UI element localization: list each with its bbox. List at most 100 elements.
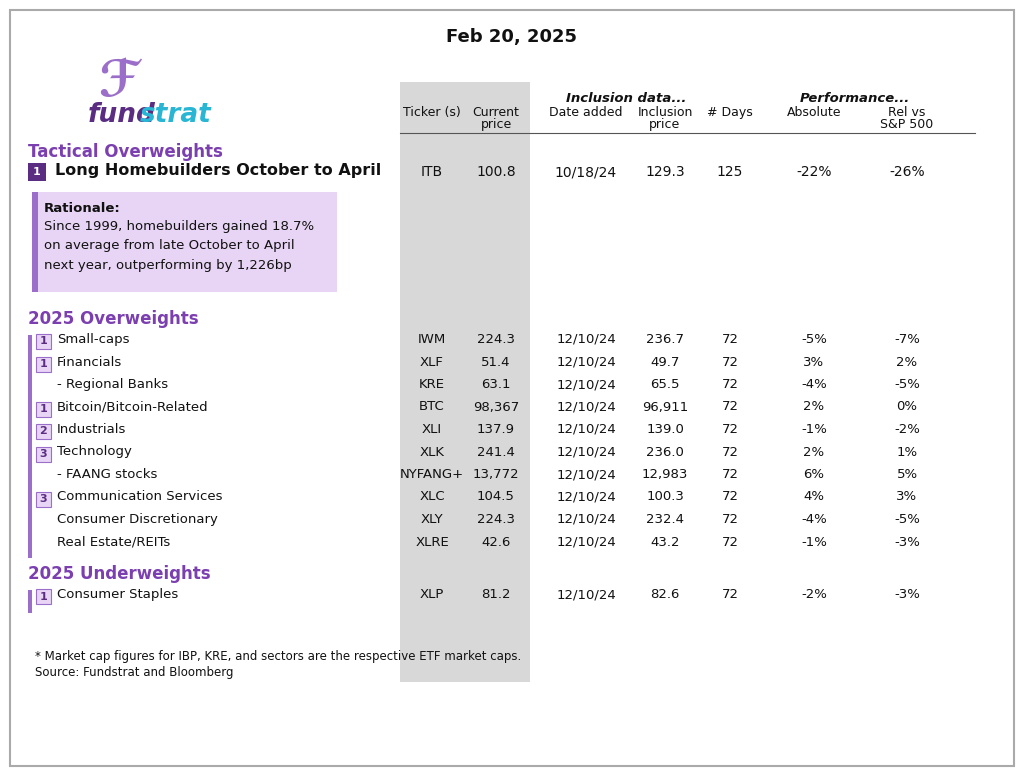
Text: fund: fund (88, 102, 156, 128)
Text: 82.6: 82.6 (650, 588, 680, 601)
Text: 125: 125 (717, 165, 743, 179)
Text: Ticker (s): Ticker (s) (403, 106, 461, 119)
Text: IWM: IWM (418, 333, 446, 346)
Text: ITB: ITB (421, 165, 443, 179)
Text: Consumer Staples: Consumer Staples (57, 588, 178, 601)
Text: 12/10/24: 12/10/24 (556, 400, 615, 414)
Text: Bitcoin/Bitcoin-Related: Bitcoin/Bitcoin-Related (57, 400, 209, 414)
Text: 4%: 4% (804, 490, 824, 504)
Text: 2025 Overweights: 2025 Overweights (28, 310, 199, 328)
Text: 6%: 6% (804, 468, 824, 481)
Text: 72: 72 (722, 490, 738, 504)
Text: 12/10/24: 12/10/24 (556, 445, 615, 459)
Text: Current: Current (472, 106, 519, 119)
Text: Communication Services: Communication Services (57, 490, 222, 504)
Text: -7%: -7% (894, 333, 920, 346)
Text: BTC: BTC (419, 400, 444, 414)
Bar (32, 192, 337, 292)
Bar (36, 356, 51, 372)
Text: -2%: -2% (894, 423, 920, 436)
Text: 12/10/24: 12/10/24 (556, 513, 615, 526)
Text: Consumer Discretionary: Consumer Discretionary (57, 513, 218, 526)
Text: 10/18/24: 10/18/24 (555, 165, 617, 179)
Text: 65.5: 65.5 (650, 378, 680, 391)
Text: 2%: 2% (896, 355, 918, 369)
Text: 1: 1 (40, 359, 47, 369)
Text: -3%: -3% (894, 535, 920, 549)
Text: 1: 1 (40, 591, 47, 601)
Text: 100.8: 100.8 (476, 165, 516, 179)
Text: S&P 500: S&P 500 (881, 118, 934, 131)
Text: Technology: Technology (57, 445, 132, 459)
Text: Long Homebuilders October to April: Long Homebuilders October to April (55, 163, 381, 178)
Text: 2%: 2% (804, 445, 824, 459)
Bar (36, 424, 51, 439)
Text: 224.3: 224.3 (477, 513, 515, 526)
Text: 2: 2 (40, 427, 47, 436)
Text: 81.2: 81.2 (481, 588, 511, 601)
Text: Inclusion: Inclusion (637, 106, 692, 119)
Text: - FAANG stocks: - FAANG stocks (57, 468, 158, 481)
Text: - Regional Banks: - Regional Banks (57, 378, 168, 391)
Text: 2025 Underweights: 2025 Underweights (28, 565, 211, 583)
Text: 12/10/24: 12/10/24 (556, 468, 615, 481)
Text: 12,983: 12,983 (642, 468, 688, 481)
Text: 0%: 0% (896, 400, 918, 414)
Text: -22%: -22% (797, 165, 831, 179)
Text: 72: 72 (722, 513, 738, 526)
Text: 13,772: 13,772 (473, 468, 519, 481)
Text: 5%: 5% (896, 468, 918, 481)
Text: 232.4: 232.4 (646, 513, 684, 526)
Text: 72: 72 (722, 378, 738, 391)
Text: XLC: XLC (419, 490, 444, 504)
Text: Tactical Overweights: Tactical Overweights (28, 143, 223, 161)
Text: -1%: -1% (801, 423, 827, 436)
Text: 12/10/24: 12/10/24 (556, 355, 615, 369)
Text: Performance...: Performance... (800, 92, 910, 105)
Text: Source: Fundstrat and Bloomberg: Source: Fundstrat and Bloomberg (35, 666, 233, 679)
Text: 12/10/24: 12/10/24 (556, 378, 615, 391)
Bar (36, 589, 51, 604)
Text: 3: 3 (40, 449, 47, 459)
Text: 236.0: 236.0 (646, 445, 684, 459)
Text: Industrials: Industrials (57, 423, 126, 436)
Text: 3%: 3% (804, 355, 824, 369)
Text: Absolute: Absolute (786, 106, 842, 119)
Text: 96,911: 96,911 (642, 400, 688, 414)
Text: 1: 1 (40, 337, 47, 347)
Text: -4%: -4% (801, 378, 826, 391)
Text: 51.4: 51.4 (481, 355, 511, 369)
Text: Feb 20, 2025: Feb 20, 2025 (446, 28, 578, 46)
Text: Date added: Date added (549, 106, 623, 119)
Text: 72: 72 (722, 588, 738, 601)
Text: 72: 72 (722, 423, 738, 436)
Text: -3%: -3% (894, 588, 920, 601)
Bar (400, 82, 530, 682)
Text: 12/10/24: 12/10/24 (556, 588, 615, 601)
Text: XLY: XLY (421, 513, 443, 526)
Bar (28, 335, 32, 558)
Text: 63.1: 63.1 (481, 378, 511, 391)
Text: 137.9: 137.9 (477, 423, 515, 436)
Text: 2%: 2% (804, 400, 824, 414)
Text: 98,367: 98,367 (473, 400, 519, 414)
Text: 42.6: 42.6 (481, 535, 511, 549)
Text: -5%: -5% (894, 378, 920, 391)
Text: 72: 72 (722, 400, 738, 414)
Text: -5%: -5% (801, 333, 827, 346)
Text: 43.2: 43.2 (650, 535, 680, 549)
Text: # Days: # Days (708, 106, 753, 119)
Text: 241.4: 241.4 (477, 445, 515, 459)
Bar (36, 334, 51, 349)
Bar (36, 491, 51, 507)
Bar (36, 446, 51, 462)
Text: 72: 72 (722, 535, 738, 549)
Text: -1%: -1% (801, 535, 827, 549)
Text: price: price (649, 118, 681, 131)
Text: 72: 72 (722, 333, 738, 346)
Text: XLI: XLI (422, 423, 442, 436)
Text: 3%: 3% (896, 490, 918, 504)
Text: Inclusion data...: Inclusion data... (566, 92, 686, 105)
Text: 12/10/24: 12/10/24 (556, 535, 615, 549)
Text: Financials: Financials (57, 355, 122, 369)
